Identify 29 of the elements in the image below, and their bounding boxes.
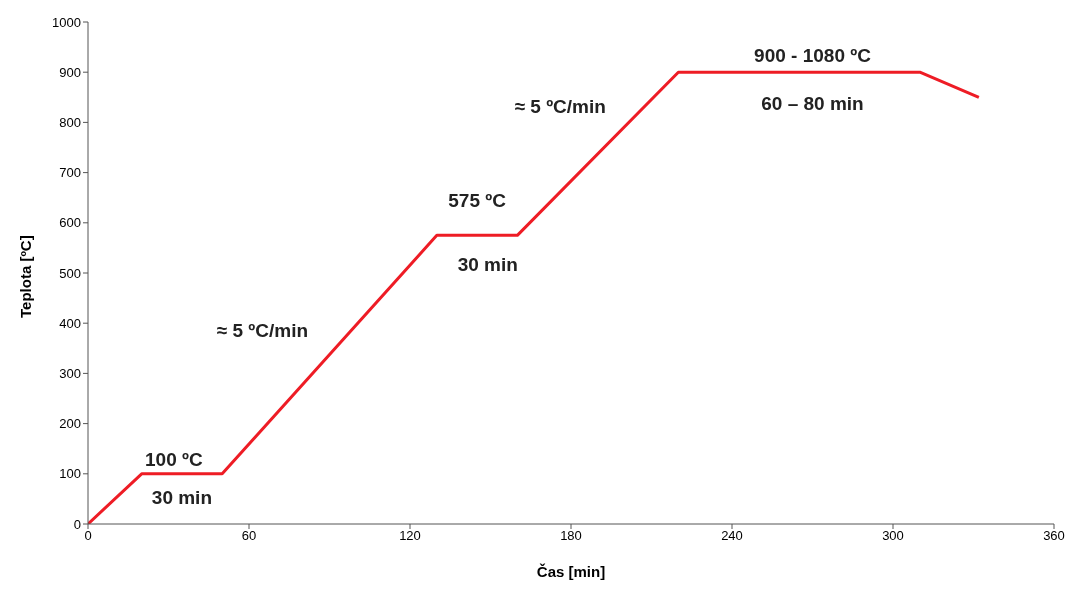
y-axis-title: Teplota [ºC] (17, 235, 35, 318)
annotation: 100 ºC (145, 449, 203, 471)
annotation: ≈ 5 ºC/min (514, 96, 606, 118)
annotation: 30 min (457, 254, 518, 276)
y-tick-label: 400 (59, 315, 81, 331)
x-tick-label: 120 (399, 528, 421, 544)
y-tick-label: 100 (59, 466, 81, 482)
y-tick-label: 900 (59, 64, 81, 80)
y-tick-label: 700 (59, 165, 81, 181)
x-tick-label: 240 (721, 528, 743, 544)
y-tick-label: 600 (59, 215, 81, 231)
line-series (88, 70, 981, 524)
annotation: ≈ 5 ºC/min (216, 320, 309, 342)
y-tick-label: 800 (59, 115, 81, 131)
x-axis-title: Čas [min] (536, 562, 606, 580)
y-tick-label: 500 (59, 265, 81, 281)
y-tick-label: 200 (59, 416, 81, 432)
x-tick-label: 0 (84, 528, 92, 544)
y-tick-label: 0 (73, 516, 81, 532)
annotation: 900 - 1080 ºC (754, 44, 872, 66)
y-tick-label: 1000 (52, 14, 81, 30)
x-tick-label: 60 (241, 528, 257, 544)
annotation: 60 – 80 min (761, 93, 864, 115)
x-tick-label: 360 (1043, 528, 1065, 544)
y-tick-label: 300 (59, 366, 81, 382)
annotation: 30 min (151, 486, 213, 508)
annotation: 575 ºC (448, 189, 507, 211)
x-tick-label: 180 (560, 528, 582, 544)
x-tick-label: 300 (882, 528, 904, 544)
